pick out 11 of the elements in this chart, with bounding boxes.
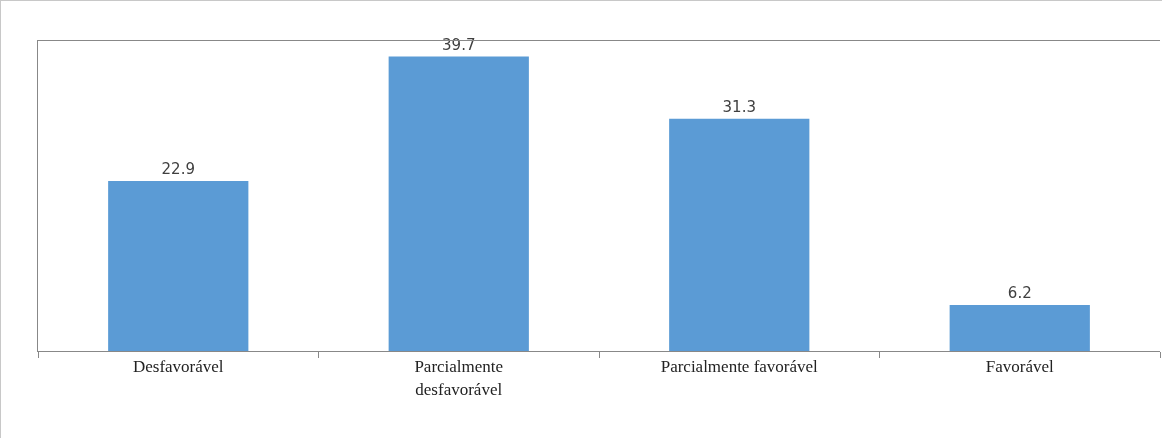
data-label: 6.2 xyxy=(1007,284,1032,303)
x-tick-label: Desfavorável xyxy=(132,357,224,377)
x-tick-label: Parcialmente favorável xyxy=(660,357,819,377)
bar xyxy=(949,305,1090,351)
x-tick-label: Favorável xyxy=(985,357,1055,377)
bar xyxy=(108,181,249,351)
data-label: 31.3 xyxy=(722,97,756,116)
bar xyxy=(669,118,810,351)
x-tick-label: Parcialmente desfavorável xyxy=(414,357,504,399)
bar xyxy=(388,56,529,351)
data-label: 22.9 xyxy=(161,160,195,179)
